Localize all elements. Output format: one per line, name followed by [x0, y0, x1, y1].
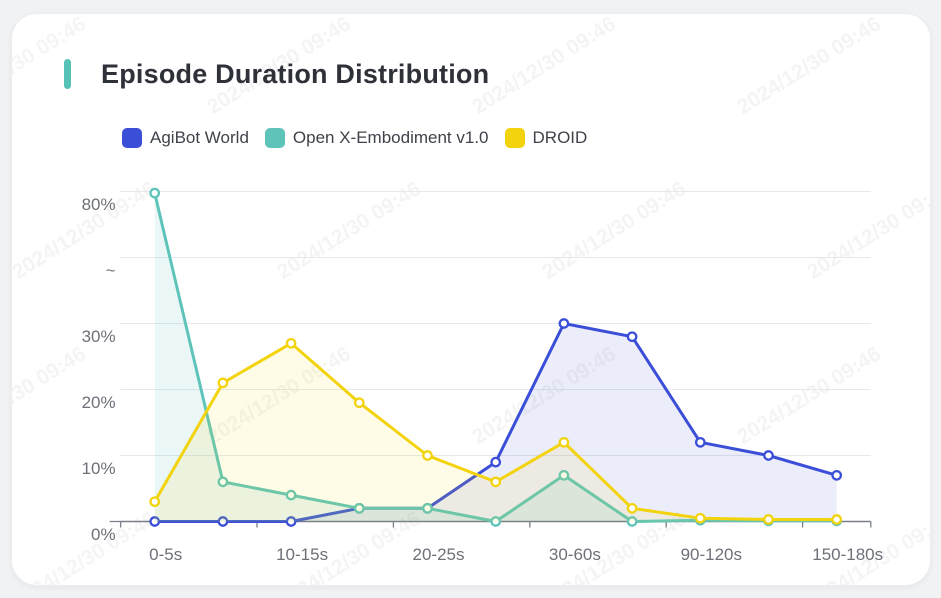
legend-item-droid[interactable]: DROID	[504, 128, 588, 148]
data-point-marker-open-x-embodiment-v1-0[interactable]	[490, 516, 502, 527]
data-point-marker-agibot-world[interactable]	[831, 469, 843, 481]
legend: AgiBot World Open X-Embodiment v1.0 DROID	[122, 128, 587, 148]
data-point-marker-droid[interactable]	[149, 496, 161, 508]
legend-item-agibot-world[interactable]: AgiBot World	[122, 128, 249, 148]
data-point-marker-open-x-embodiment-v1-0[interactable]	[285, 489, 297, 501]
legend-swatch	[264, 128, 285, 148]
data-point-marker-droid[interactable]	[490, 476, 502, 488]
y-axis-label: 10%	[81, 458, 116, 478]
legend-item-open-x-embodiment-v1-0[interactable]: Open X-Embodiment v1.0	[264, 128, 489, 148]
x-axis-label: 150-180s	[812, 544, 884, 564]
series-area-droid	[154, 343, 837, 522]
y-axis-label: 30%	[81, 326, 116, 346]
data-point-marker-open-x-embodiment-v1-0[interactable]	[353, 502, 365, 514]
legend-label: AgiBot World	[150, 128, 249, 147]
legend-label: DROID	[532, 128, 588, 147]
legend-swatch	[122, 128, 142, 148]
data-point-marker-agibot-world[interactable]	[626, 331, 638, 343]
data-point-marker-open-x-embodiment-v1-0[interactable]	[626, 516, 638, 527]
data-point-marker-droid[interactable]	[217, 377, 229, 389]
y-axis-label: ~	[105, 260, 116, 280]
series-area-open-x-embodiment-v1-0	[154, 193, 837, 522]
title-accent-bar	[64, 59, 71, 89]
y-axis-label: 0%	[91, 524, 116, 544]
x-axis-label: 0-5s	[149, 544, 183, 564]
data-point-marker-open-x-embodiment-v1-0[interactable]	[217, 476, 229, 488]
data-point-marker-open-x-embodiment-v1-0[interactable]	[558, 469, 570, 481]
chart-canvas[interactable]	[12, 14, 931, 586]
data-point-marker-agibot-world[interactable]	[763, 450, 774, 461]
data-point-marker-droid[interactable]	[422, 450, 433, 461]
page-title: Episode Duration Distribution	[101, 58, 490, 89]
data-point-marker-agibot-world[interactable]	[217, 516, 229, 527]
data-point-marker-agibot-world[interactable]	[558, 318, 570, 329]
series-area-agibot-world	[154, 323, 837, 522]
data-point-marker-open-x-embodiment-v1-0[interactable]	[149, 187, 161, 199]
data-point-marker-droid[interactable]	[763, 514, 774, 525]
chart-card: 2024/12/30 09:46 2024/12/30 09:46 2024/12/…	[11, 13, 931, 586]
chart-area: 0% 10% 20% 30% ~80% 0-5s 10-15s 20-25s 30-60s 90-…	[12, 14, 930, 585]
data-point-marker-droid[interactable]	[285, 337, 297, 349]
x-axis-label: 90-120s	[680, 544, 743, 564]
data-point-marker-open-x-embodiment-v1-0[interactable]	[422, 502, 433, 514]
card-header: Episode Duration Distribution	[64, 56, 489, 92]
data-point-marker-agibot-world[interactable]	[490, 456, 502, 468]
data-point-marker-droid[interactable]	[694, 512, 706, 524]
data-point-marker-agibot-world[interactable]	[285, 516, 297, 527]
y-axis-label: 80%	[81, 194, 116, 214]
data-point-marker-droid[interactable]	[353, 397, 365, 409]
data-point-marker-droid[interactable]	[626, 502, 638, 514]
x-axis-label: 30-60s	[548, 544, 601, 564]
y-axis-label: 20%	[81, 392, 116, 412]
x-axis-label: 20-25s	[412, 544, 465, 564]
legend-swatch	[504, 128, 525, 148]
x-axis-label: 10-15s	[276, 544, 329, 564]
data-point-marker-droid[interactable]	[558, 436, 570, 448]
data-point-marker-agibot-world[interactable]	[694, 436, 706, 448]
data-point-marker-droid[interactable]	[831, 514, 843, 525]
data-point-marker-agibot-world[interactable]	[149, 516, 161, 527]
legend-label: Open X-Embodiment v1.0	[292, 128, 489, 147]
